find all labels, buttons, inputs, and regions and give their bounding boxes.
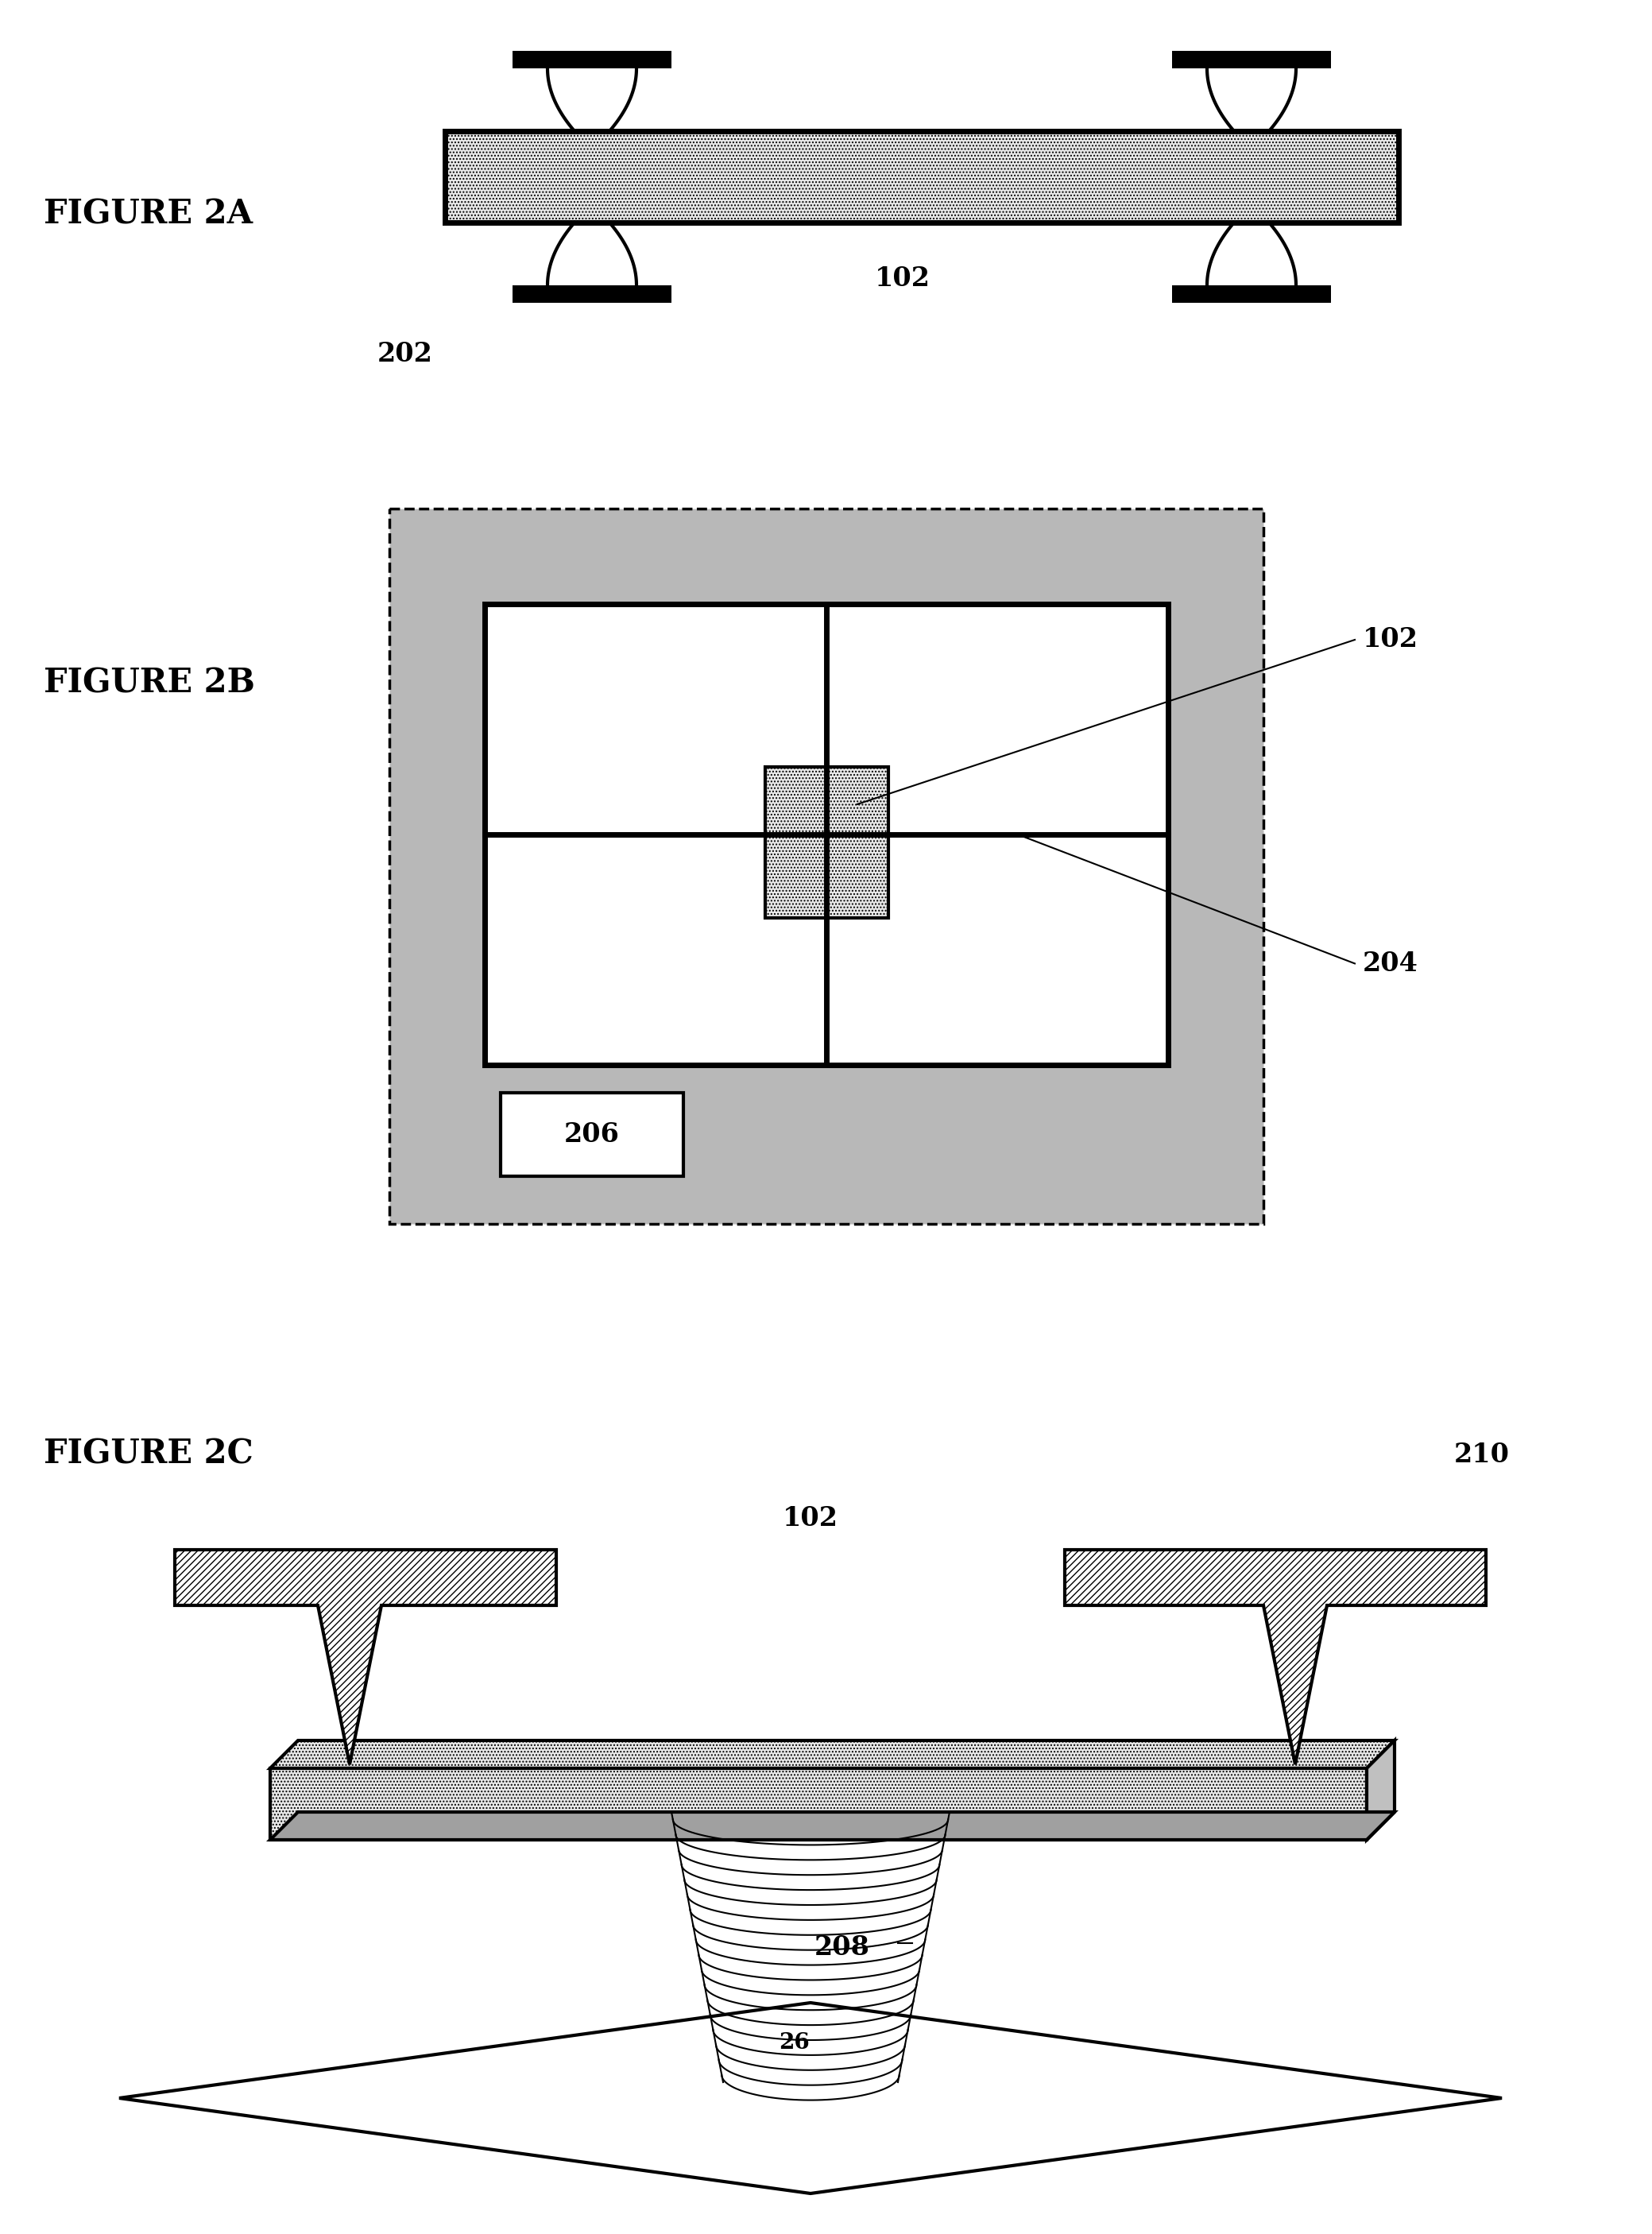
Text: 102: 102 xyxy=(783,1506,838,1530)
Polygon shape xyxy=(271,1769,1366,1841)
Text: 102: 102 xyxy=(876,266,930,293)
Bar xyxy=(444,132,1399,223)
Bar xyxy=(512,51,671,69)
Bar xyxy=(390,509,1264,1224)
Bar xyxy=(1171,286,1332,304)
Bar xyxy=(765,766,889,918)
Text: FIGURE 2C: FIGURE 2C xyxy=(43,1439,253,1470)
Bar xyxy=(501,1092,684,1177)
Text: 202: 202 xyxy=(378,342,433,366)
Polygon shape xyxy=(119,2002,1502,2194)
Text: 208: 208 xyxy=(814,1935,871,1959)
Text: 102: 102 xyxy=(1363,628,1419,652)
Bar xyxy=(512,286,671,304)
Bar xyxy=(1171,51,1332,69)
Bar xyxy=(484,603,1168,1066)
Polygon shape xyxy=(1066,1550,1485,1765)
Polygon shape xyxy=(271,1812,1394,1841)
Text: 204: 204 xyxy=(1363,949,1419,976)
Text: 26: 26 xyxy=(780,2031,809,2053)
Text: FIGURE 2B: FIGURE 2B xyxy=(43,666,254,699)
Text: 206: 206 xyxy=(565,1121,620,1148)
Polygon shape xyxy=(271,1740,1394,1769)
Text: FIGURE 2A: FIGURE 2A xyxy=(43,199,253,232)
Polygon shape xyxy=(1366,1740,1394,1841)
Polygon shape xyxy=(175,1550,557,1765)
Text: 210: 210 xyxy=(1454,1441,1510,1468)
